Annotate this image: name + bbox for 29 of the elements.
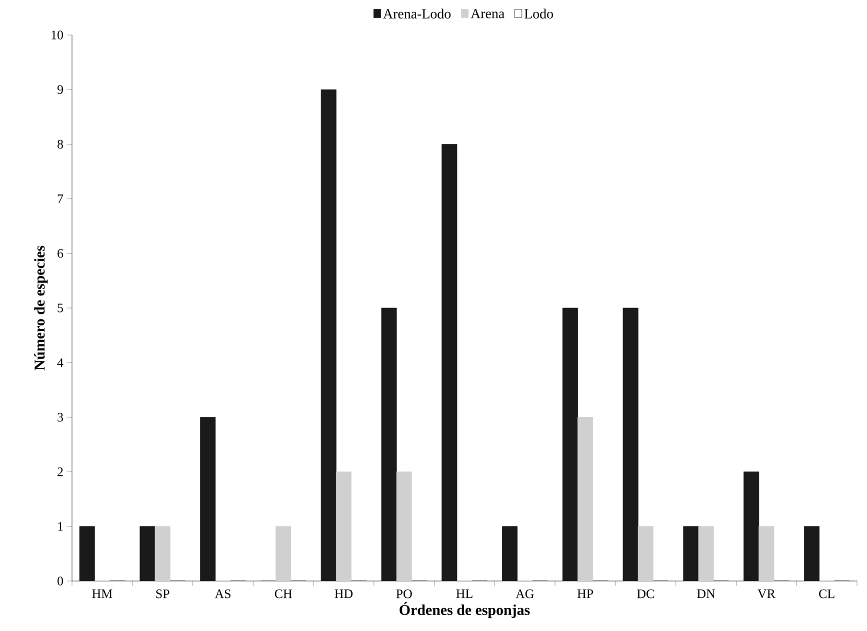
legend-label: Arena-Lodo [383, 8, 451, 19]
y-tick-label: 8 [58, 140, 64, 149]
x-axis-title: Órdenes de esponjas [400, 602, 530, 618]
x-tick-label: CL [819, 590, 834, 598]
x-tick-label: HM [92, 589, 112, 598]
x-tick-label: CH [274, 590, 292, 598]
y-tick-label: 4 [57, 358, 64, 367]
y-tick-label: 3 [58, 412, 63, 422]
x-tick-label: AS [214, 590, 230, 598]
y-tick-label: 7 [58, 194, 64, 204]
x-tick-label: HD [334, 589, 353, 598]
x-tick-label: DN [697, 589, 716, 598]
y-tick-label: 6 [58, 249, 64, 258]
y-tick-label: 1 [58, 522, 63, 531]
y-tick-label: 5 [58, 304, 63, 312]
legend-label: Lodo [524, 8, 553, 19]
y-axis-title: Número de especies [34, 246, 48, 370]
x-tick-label: PO [396, 590, 412, 598]
x-tick-label: SP [156, 590, 170, 598]
y-tick-label: 10 [52, 30, 64, 40]
y-tick-label: 2 [58, 468, 63, 476]
x-tick-label: HP [577, 589, 594, 598]
y-tick-label: 0 [58, 576, 64, 586]
x-tick-label: VR [758, 589, 776, 598]
x-tick-label: DC [637, 590, 654, 598]
x-tick-label: AG [516, 590, 534, 598]
y-tick-label: 9 [57, 85, 63, 94]
legend-label: Arena [470, 8, 504, 18]
x-tick-label: HL [456, 589, 472, 598]
